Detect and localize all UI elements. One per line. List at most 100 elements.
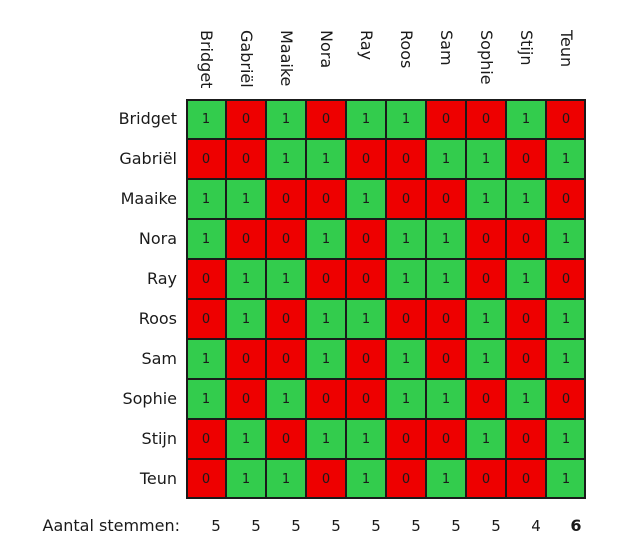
matrix-cell: 1: [466, 339, 506, 379]
row-label: Sophie: [122, 389, 177, 408]
matrix-cell: 1: [186, 219, 226, 259]
column-label-text: Ray: [357, 30, 376, 61]
matrix-cell: 1: [546, 139, 586, 179]
matrix-cell: 1: [306, 339, 346, 379]
matrix-cell: 1: [346, 299, 386, 339]
matrix-cell: 1: [546, 219, 586, 259]
vote-total: 5: [491, 517, 501, 535]
matrix-cell: 1: [466, 299, 506, 339]
matrix-cell: 1: [546, 339, 586, 379]
matrix-cell: 0: [226, 339, 266, 379]
row-label: Sam: [141, 349, 177, 368]
vote-total: 5: [411, 517, 421, 535]
column-label: Stijn: [506, 30, 546, 94]
matrix-cell: 1: [386, 379, 426, 419]
column-label: Sophie: [466, 30, 506, 94]
matrix-cell: 0: [266, 219, 306, 259]
matrix-cell: 1: [506, 179, 546, 219]
matrix-cell: 0: [346, 379, 386, 419]
matrix-cell: 1: [266, 379, 306, 419]
matrix-cell: 1: [426, 139, 466, 179]
column-label-text: Sam: [437, 30, 456, 66]
column-label-text: Sophie: [477, 30, 496, 85]
matrix-cell: 1: [226, 179, 266, 219]
column-label-text: Roos: [397, 30, 416, 69]
matrix-cell: 0: [426, 419, 466, 459]
matrix-cell: 0: [186, 139, 226, 179]
matrix-cell: 0: [226, 139, 266, 179]
matrix-cell: 0: [426, 179, 466, 219]
matrix-cell: 0: [506, 419, 546, 459]
matrix-cell: 0: [506, 459, 546, 499]
column-label: Nora: [306, 30, 346, 94]
column-label: Maaike: [266, 30, 306, 94]
matrix-cell: 0: [506, 139, 546, 179]
matrix-cell: 1: [266, 259, 306, 299]
matrix-cell: 1: [346, 459, 386, 499]
matrix-cell: 1: [386, 99, 426, 139]
column-label-text: Teun: [557, 30, 576, 68]
matrix-cell: 0: [226, 99, 266, 139]
column-label: Bridget: [186, 30, 226, 94]
vote-total: 6: [570, 516, 582, 535]
vote-total: 5: [451, 517, 461, 535]
matrix-cell: 1: [226, 419, 266, 459]
vote-total: 5: [331, 517, 341, 535]
matrix-cell: 0: [426, 99, 466, 139]
matrix-cell: 1: [386, 219, 426, 259]
matrix-cell: 1: [266, 99, 306, 139]
vote-total: 5: [211, 517, 221, 535]
matrix-cell: 1: [186, 99, 226, 139]
matrix-cell: 0: [546, 179, 586, 219]
matrix-cell: 1: [346, 99, 386, 139]
matrix-cell: 0: [506, 219, 546, 259]
matrix-cell: 1: [546, 419, 586, 459]
matrix-cell: 1: [306, 419, 346, 459]
row-label: Nora: [138, 229, 177, 248]
matrix-cell: 1: [466, 179, 506, 219]
matrix-cell: 0: [386, 139, 426, 179]
matrix-cell: 0: [306, 179, 346, 219]
matrix-cell: 0: [186, 299, 226, 339]
column-label-text: Bridget: [197, 30, 216, 89]
matrix-cell: 0: [546, 379, 586, 419]
matrix-cell: 0: [226, 379, 266, 419]
matrix-cell: 0: [386, 299, 426, 339]
column-label: Teun: [546, 30, 586, 94]
matrix-cell: 1: [226, 299, 266, 339]
matrix-cell: 1: [506, 259, 546, 299]
matrix-cell: 0: [506, 299, 546, 339]
matrix-cell: 1: [466, 139, 506, 179]
matrix-cell: 1: [186, 379, 226, 419]
matrix-cell: 0: [306, 379, 346, 419]
matrix-cell: 1: [306, 139, 346, 179]
column-label-text: Stijn: [517, 30, 536, 66]
matrix-cell: 0: [186, 459, 226, 499]
matrix-cell: 0: [546, 259, 586, 299]
matrix-cell: 1: [186, 339, 226, 379]
matrix-cell: 0: [346, 139, 386, 179]
row-label: Roos: [138, 309, 177, 328]
matrix-cell: 0: [186, 259, 226, 299]
column-label: Ray: [346, 30, 386, 94]
row-label: Ray: [146, 269, 177, 288]
matrix-cell: 1: [386, 259, 426, 299]
column-label: Roos: [386, 30, 426, 94]
matrix-cell: 0: [386, 459, 426, 499]
matrix-cell: 1: [266, 459, 306, 499]
matrix-cell: 0: [426, 339, 466, 379]
column-label-text: Nora: [317, 30, 336, 69]
matrix-cell: 1: [466, 419, 506, 459]
matrix-cell: 1: [306, 299, 346, 339]
matrix-cell: 1: [546, 459, 586, 499]
matrix-cell: 0: [306, 459, 346, 499]
matrix-cell: 1: [506, 379, 546, 419]
matrix-cell: 0: [266, 339, 306, 379]
vote-total: 4: [531, 517, 541, 535]
row-label: Gabriël: [119, 149, 177, 168]
matrix-cell: 0: [266, 419, 306, 459]
row-label: Bridget: [118, 109, 177, 128]
matrix-cell: 0: [346, 339, 386, 379]
matrix-cell: 0: [266, 179, 306, 219]
